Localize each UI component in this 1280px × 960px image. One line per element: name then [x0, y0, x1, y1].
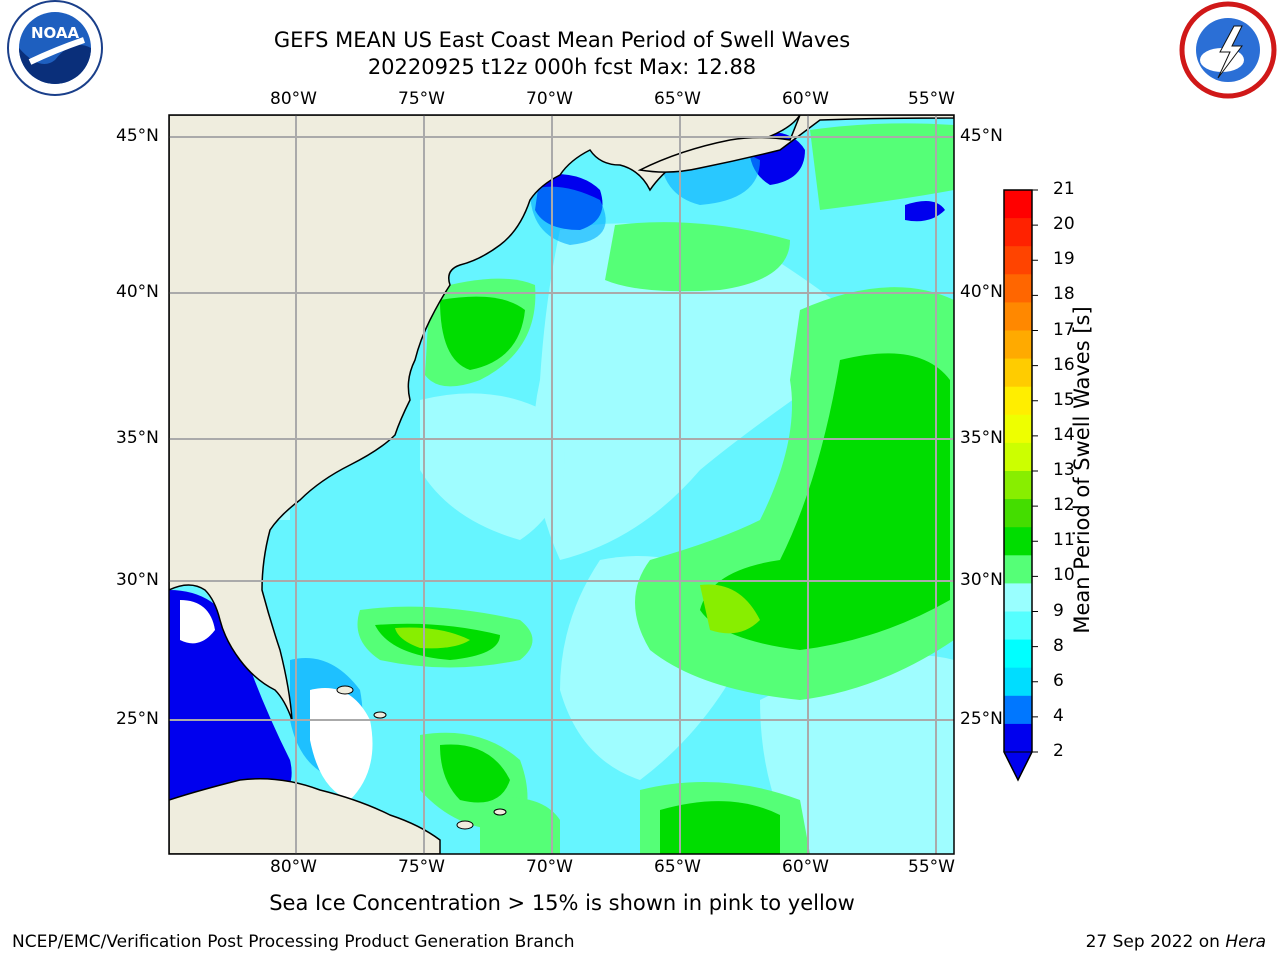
land-north-america [169, 115, 801, 721]
lon-label-top-55w: 55°W [908, 89, 955, 109]
lon-label-top-75w: 75°W [398, 89, 445, 109]
lat-label-right-25n: 25°N [960, 709, 1003, 729]
colorbar-segment [1004, 442, 1032, 472]
colorbar-tick-label: 16 [1053, 354, 1075, 375]
colorbar-segment [1004, 246, 1032, 275]
lat-label-left-30n: 30°N [116, 570, 159, 590]
colorbar-segment [1004, 611, 1032, 641]
colorbar-segment [1004, 499, 1032, 528]
credit-text: NCEP/EMC/Verification Post Processing Pr… [12, 932, 575, 952]
lat-label-right-35n: 35°N [960, 428, 1003, 448]
lon-label-top-65w: 65°W [654, 89, 701, 109]
lat-label-left-35n: 35°N [116, 428, 159, 448]
lat-label-right-30n: 30°N [960, 570, 1003, 590]
colorbar-extend-arrow [1003, 751, 1033, 782]
colorbar-segment [1004, 414, 1032, 444]
date-text: 27 Sep 2022 on [1085, 932, 1220, 952]
lat-label-left-45n: 45°N [116, 126, 159, 146]
lat-label-right-45n: 45°N [960, 126, 1003, 146]
lon-label-bottom-65w: 65°W [654, 857, 701, 877]
colorbar-segment [1004, 386, 1032, 416]
date-host: Hera [1225, 932, 1266, 952]
graticule [169, 115, 954, 854]
lat-label-left-25n: 25°N [116, 709, 159, 729]
colorbar-tick-label: 2 [1053, 741, 1064, 761]
colorbar-label: Mean Period of Swell Waves [s] [1070, 306, 1094, 634]
colorbar-segment [1004, 667, 1032, 697]
colorbar-tick-label: 21 [1053, 179, 1075, 199]
map-area [169, 115, 954, 854]
colorbar-segment [1004, 190, 1032, 219]
date-stamp: 27 Sep 2022 on Hera [1086, 932, 1266, 952]
colorbar-tick-label: 9 [1053, 600, 1064, 621]
colorbar-tick-label: 4 [1053, 705, 1064, 726]
swell-period-11-12-zones [395, 584, 760, 649]
lon-label-bottom-60w: 60°W [782, 857, 829, 877]
colorbar-tick-label: 19 [1053, 249, 1075, 270]
sea-ice-footnote: Sea Ice Concentration > 15% is shown in … [269, 891, 855, 915]
colorbar-segment [1004, 555, 1032, 584]
lat-label-right-40n: 40°N [960, 282, 1003, 302]
colorbar-segment [1004, 695, 1032, 725]
lon-label-top-80w: 80°W [270, 89, 317, 109]
lon-label-top-60w: 60°W [782, 89, 829, 109]
colorbar-segment [1004, 471, 1032, 500]
colorbar-tick-label: 11 [1053, 530, 1075, 551]
colorbar [1003, 189, 1038, 782]
national-weather-service-logo [1179, 1, 1277, 99]
land-nova-scotia [637, 115, 954, 173]
colorbar-segment [1004, 639, 1032, 669]
lon-label-bottom-75w: 75°W [398, 857, 445, 877]
colorbar-segment [1004, 218, 1032, 247]
land-bahamas [336, 685, 507, 830]
lon-label-bottom-80w: 80°W [270, 857, 317, 877]
colorbar-tick-label: 14 [1053, 424, 1075, 445]
lon-label-bottom-55w: 55°W [908, 857, 955, 877]
colorbar-tick-label: 8 [1053, 635, 1064, 656]
lon-label-top-70w: 70°W [526, 89, 573, 109]
colorbar-tick-label: 15 [1053, 389, 1075, 410]
map-frame [168, 114, 955, 855]
colorbar-segment [1004, 330, 1032, 360]
land-cuba [169, 778, 441, 854]
lon-label-bottom-70w: 70°W [526, 857, 573, 877]
colorbar-segment [1004, 302, 1032, 331]
chart-title: GEFS MEAN US East Coast Mean Period of S… [273, 28, 851, 52]
colorbar-segment [1004, 358, 1032, 388]
noaa-logo: NOAA [7, 0, 103, 96]
colorbar-tick-label: 12 [1053, 495, 1075, 516]
colorbar-tick-label: 17 [1053, 319, 1075, 340]
lat-label-left-40n: 40°N [116, 282, 159, 302]
colorbar-frame [1003, 189, 1033, 782]
noaa-logo-text: NOAA [31, 24, 80, 42]
colorbar-segment [1004, 527, 1032, 556]
colorbar-segment [1004, 274, 1032, 303]
colorbar-tick-label: 20 [1053, 214, 1075, 235]
colorbar-tick-label: 6 [1053, 670, 1064, 691]
colorbar-tick-label: 10 [1053, 565, 1075, 586]
colorbar-tick-label: 18 [1053, 284, 1075, 305]
colorbar-segment [1004, 723, 1032, 753]
colorbar-segment [1004, 583, 1032, 612]
chart-subtitle: 20220925 t12z 000h fcst Max: 12.88 [367, 55, 757, 79]
colorbar-tick-label: 13 [1053, 460, 1075, 480]
